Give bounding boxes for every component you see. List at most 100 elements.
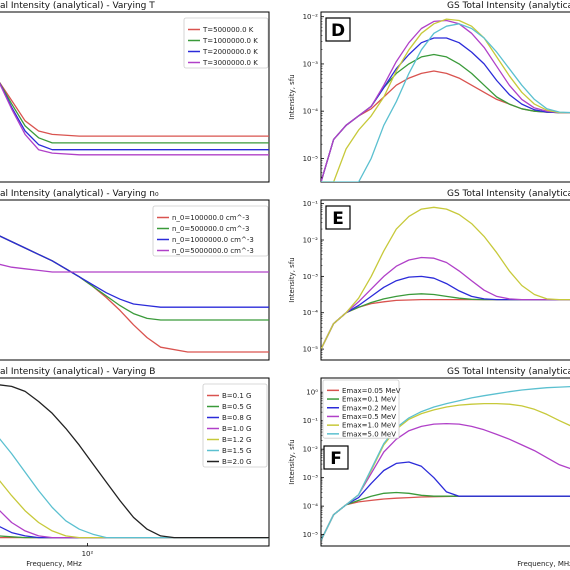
legend-entry: B=1.2 G (222, 436, 251, 444)
legend: n_0=100000.0 cm^-3 n_0=500000.0 cm^-3 n_0=… (152, 205, 269, 257)
legend-entry: B=0.8 G (222, 414, 251, 422)
legend-entry: Emax=0.5 MeV (342, 413, 396, 421)
series-line (321, 37, 570, 182)
panel-title: al Intensity (analytical) - Varying n₀ (0, 189, 159, 199)
series-line (321, 206, 570, 350)
series-line (321, 495, 570, 541)
panel-letter-box (323, 445, 349, 470)
panel-title: GS Total Intensity (analytical) (447, 367, 570, 377)
panel-letter: E (332, 209, 344, 229)
series-line (321, 461, 570, 541)
panel-letter: F (330, 449, 342, 469)
legend-entry: B=0.5 G (222, 403, 251, 411)
legend-entry: Emax=0.1 MeV (342, 396, 396, 404)
legend-box (183, 17, 269, 69)
panel-title: GS Total Intensity (analytical) (447, 189, 570, 199)
legend-entry: B=1.0 G (222, 425, 251, 433)
series-line (321, 70, 570, 182)
y-tick-label: 10⁻³ (303, 474, 319, 482)
y-axis-label: Intensity, sfu (288, 74, 296, 119)
axes-frame (320, 377, 570, 547)
series-group (0, 384, 269, 539)
legend: B=0.1 G B=0.5 G B=0.8 G B=1.0 G B=1.2 G B=1.5… (202, 383, 268, 468)
panel-letter-box (325, 17, 351, 42)
legend-entry: T=2000000.0 K (202, 48, 258, 56)
panel-e: GS Total Intensity (analytical) 10⁻¹ 10⁻² 1… (288, 189, 570, 361)
y-tick-label: 10⁻⁵ (303, 346, 319, 354)
series-group (321, 18, 570, 182)
series-line (321, 23, 570, 182)
panel-b: al Intensity (analytical) - Varying n₀ n_… (0, 189, 270, 361)
series-group (321, 385, 570, 541)
legend-entry: Emax=0.05 MeV (342, 387, 401, 395)
legend-entry: B=2.0 G (222, 458, 251, 466)
x-tick-label: 10² (82, 550, 94, 558)
legend-entry: n_0=1000000.0 cm^-3 (172, 236, 254, 244)
legend-entry: T=1000000.0 K (202, 37, 258, 45)
legend-entry: Emax=1.0 MeV (342, 422, 396, 430)
series-group (321, 206, 570, 350)
x-axis-label: Frequency, MHz (26, 560, 82, 568)
series-line (0, 263, 269, 273)
legend-entry: T=3000000.0 K (202, 59, 258, 67)
series-group (0, 81, 269, 156)
legend-box (152, 205, 269, 257)
axes-frame (0, 377, 270, 547)
panel-letter: D (331, 21, 345, 41)
x-axis-label: Frequency, MHz (517, 560, 570, 568)
y-tick-label: 10⁻¹ (303, 417, 319, 425)
series-line (0, 82, 269, 156)
series-line (321, 275, 570, 350)
panel-a: al Intensity (analytical) - Varying T T=5… (0, 1, 270, 183)
legend-entry: Emax=0.2 MeV (342, 404, 396, 412)
y-tick-label: 10⁻³ (303, 60, 319, 68)
legend: T=500000.0 K T=1000000.0 K T=2000000.0 K T=… (183, 17, 269, 69)
y-tick-label: 10⁻⁵ (303, 531, 319, 539)
legend-entry: Emax=5.0 MeV (342, 430, 396, 438)
y-tick-label: 10⁻⁴ (303, 108, 319, 116)
y-tick-label: 10⁻⁵ (303, 155, 319, 163)
series-line (321, 422, 570, 541)
axes-frame (320, 199, 570, 361)
axes-frame (0, 11, 270, 183)
y-tick-label: 10⁻³ (303, 273, 319, 281)
panel-title: al Intensity (analytical) - Varying B (0, 367, 155, 377)
panel-c: al Intensity (analytical) - Varying B 10²… (0, 367, 270, 568)
series-line (321, 18, 570, 182)
axes-frame (0, 199, 270, 361)
y-tick-label: 10⁻¹ (303, 200, 319, 208)
series-line (321, 491, 570, 541)
legend-box (322, 379, 400, 439)
series-line (0, 235, 269, 308)
y-tick-label: 10⁻² (303, 237, 319, 245)
legend-entry: B=0.1 G (222, 392, 251, 400)
y-tick-label: 10⁻⁴ (303, 309, 319, 317)
series-line (321, 19, 570, 182)
panel-f: GS Total Intensity (analytical) 10⁰ 10⁻¹ 10… (288, 367, 570, 568)
series-line (321, 256, 570, 350)
y-axis-label: Intensity, sfu (288, 439, 296, 484)
legend-entry: n_0=500000.0 cm^-3 (172, 225, 249, 233)
series-line (321, 385, 570, 541)
legend-entry: T=500000.0 K (202, 26, 254, 34)
series-line (0, 82, 269, 151)
panel-title: GS Total Intensity (analytical (447, 1, 570, 11)
series-line (0, 81, 269, 137)
y-axis-label: Intensity, sfu (288, 257, 296, 302)
series-line (0, 384, 269, 539)
y-tick-label: 10⁻² (303, 446, 319, 454)
panel-title: al Intensity (analytical) - Varying T (0, 1, 155, 11)
series-line (0, 82, 269, 144)
series-line (0, 480, 269, 539)
y-tick-label: 10⁻² (303, 13, 319, 21)
y-tick-label: 10⁰ (306, 389, 318, 397)
y-tick-label: 10⁻⁴ (303, 503, 319, 511)
panel-d: GS Total Intensity (analytical 10⁻² 10⁻³ 10… (288, 1, 570, 183)
panel-letter-box (325, 205, 351, 230)
legend-entry: n_0=5000000.0 cm^-3 (172, 247, 254, 255)
legend-box (202, 383, 268, 468)
legend-entry: B=1.5 G (222, 447, 251, 455)
legend-entry: n_0=100000.0 cm^-3 (172, 214, 249, 222)
